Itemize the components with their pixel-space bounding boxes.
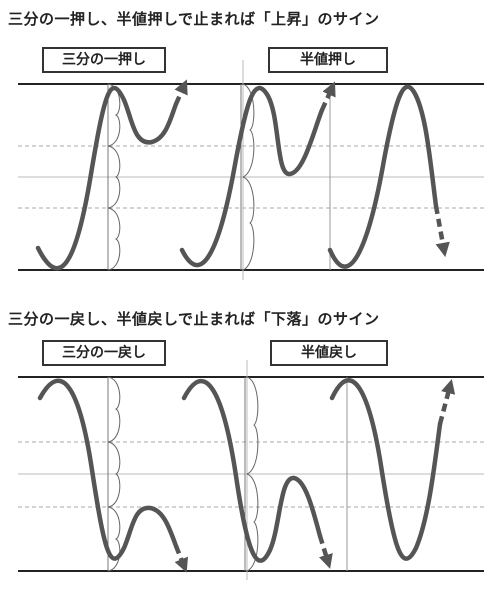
label-half-pullback: 半値押し — [268, 47, 388, 73]
top-curve-one-third — [35, 85, 179, 271]
label-one-third-retracement: 三分の一戻し — [42, 340, 166, 366]
label-one-third-pullback: 三分の一押し — [42, 47, 166, 73]
bottom-brace-3 — [107, 506, 121, 572]
top-curve-breakdown — [327, 84, 439, 269]
bottom-brace-1 — [107, 376, 121, 443]
top-brace-2 — [107, 145, 121, 209]
bottom-curve-one-third — [37, 378, 179, 561]
top-brace-half-2 — [242, 176, 255, 271]
top-arrow-half — [319, 81, 336, 111]
top-arrow-breakdown — [433, 205, 450, 258]
top-arrow-one-third — [173, 79, 188, 105]
top-panel — [18, 60, 484, 280]
bottom-arrow-one-third — [173, 545, 189, 573]
top-curve-half — [179, 85, 325, 268]
bottom-arrow-half — [317, 535, 333, 569]
bottom-brace-2 — [107, 441, 121, 508]
top-brace-3 — [107, 207, 121, 271]
top-heading: 三分の一押し、半値押しで止まれば「上昇」のサイン — [8, 10, 380, 28]
bottom-brace-half-1 — [246, 376, 259, 475]
bottom-panel — [18, 360, 484, 580]
bottom-arrow-breakout — [437, 379, 456, 425]
bottom-heading: 三分の一戻し、半値戻しで止まれば「下落」のサイン — [8, 310, 380, 328]
bottom-curve-breakout — [329, 378, 443, 561]
bottom-curve-half — [181, 378, 323, 563]
label-half-retracement: 半値戻し — [270, 340, 388, 366]
